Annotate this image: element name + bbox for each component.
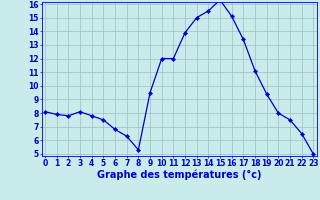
X-axis label: Graphe des températures (°c): Graphe des températures (°c) bbox=[97, 169, 261, 180]
